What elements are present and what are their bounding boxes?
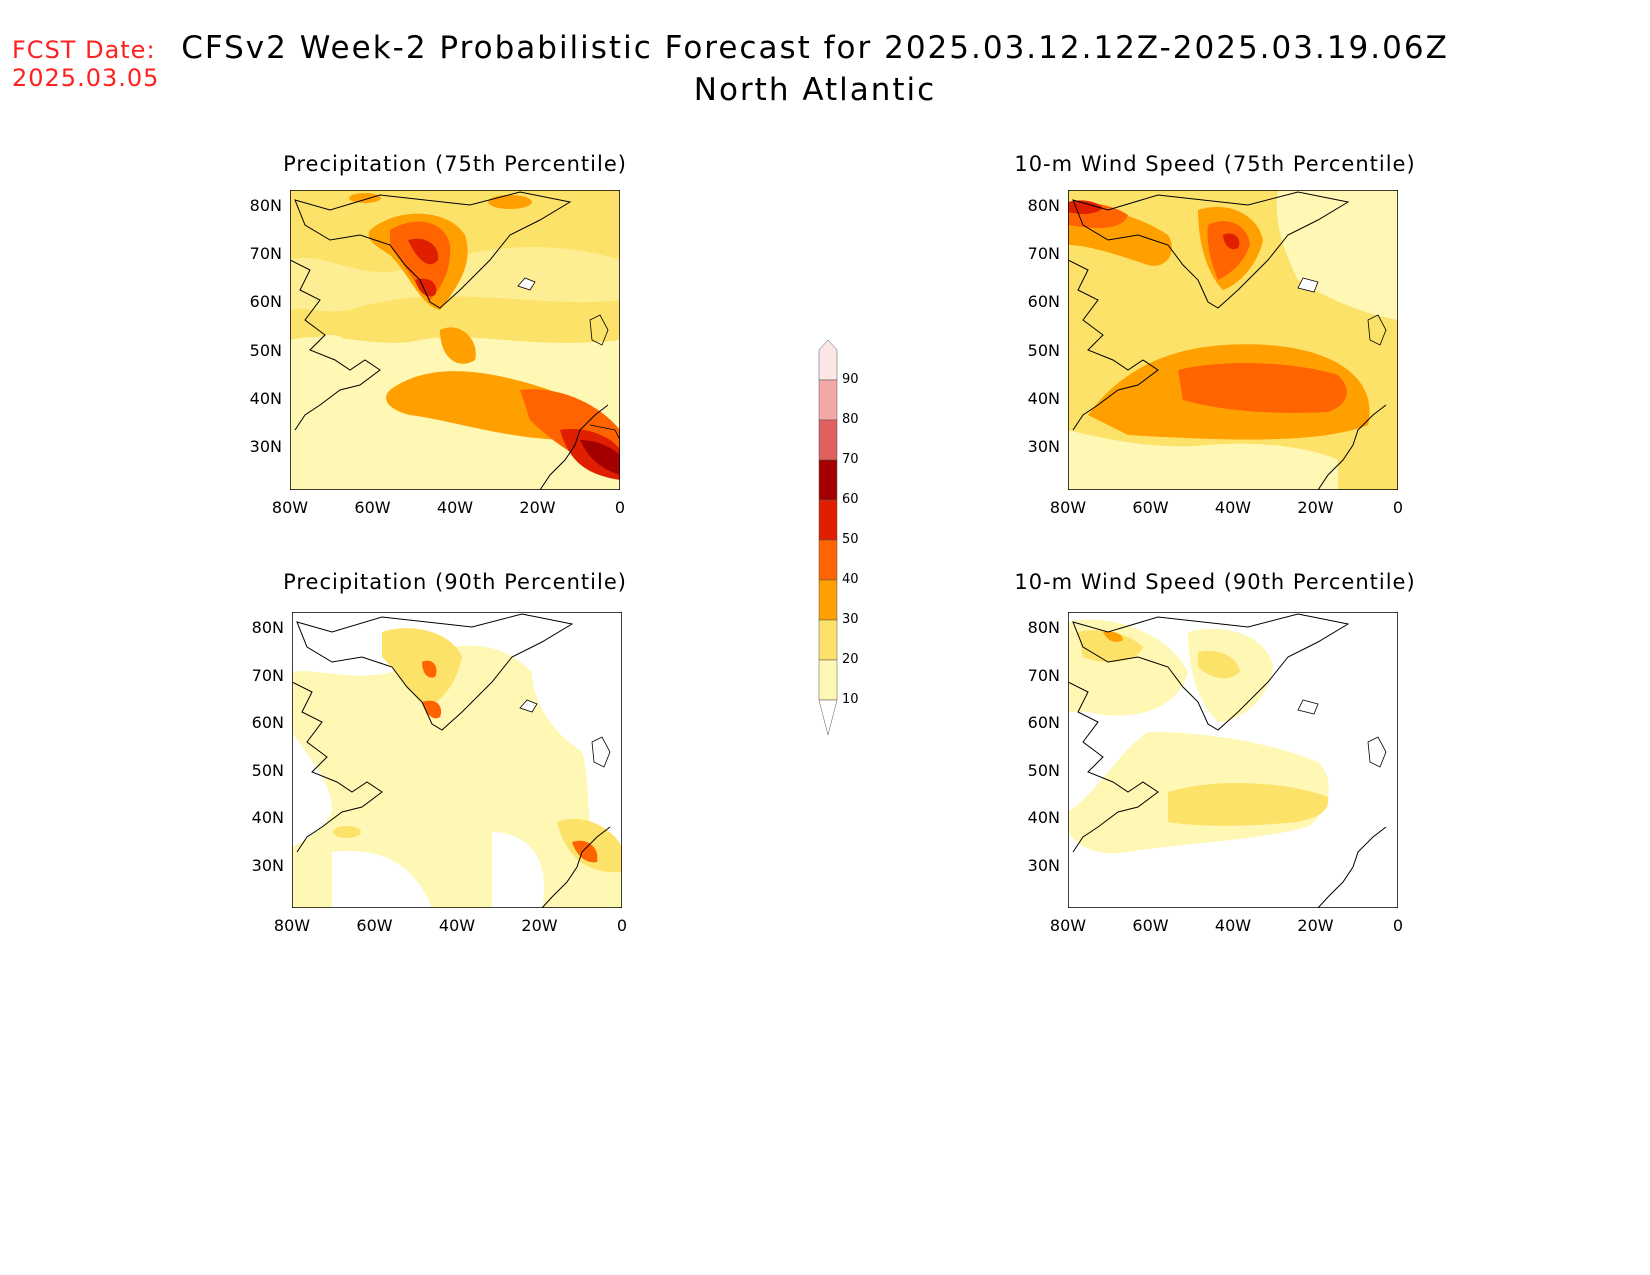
lat-label: 40N — [234, 808, 284, 827]
lat-label: 80N — [1010, 196, 1060, 215]
lon-label: 80W — [1043, 498, 1093, 517]
lon-label: 40W — [1208, 916, 1258, 935]
lon-label: 40W — [432, 916, 482, 935]
lat-label: 30N — [234, 856, 284, 875]
colorbar-label: 10 — [842, 692, 859, 707]
panel-title-precip-75: Precipitation (75th Percentile) — [245, 152, 665, 176]
colorbar-swatch — [819, 540, 837, 580]
lat-label: 70N — [234, 666, 284, 685]
lon-label: 80W — [1043, 916, 1093, 935]
lat-label: 60N — [1010, 713, 1060, 732]
lat-label: 80N — [234, 618, 284, 637]
lat-label: 50N — [232, 341, 282, 360]
lat-label: 40N — [1010, 389, 1060, 408]
panel-title-wind-75: 10-m Wind Speed (75th Percentile) — [1005, 152, 1425, 176]
lon-label: 60W — [350, 916, 400, 935]
colorbar-label: 70 — [842, 452, 859, 467]
main-title: CFSv2 Week-2 Probabilistic Forecast for … — [0, 30, 1640, 66]
map-precip-75 — [290, 190, 620, 490]
lat-label: 50N — [234, 761, 284, 780]
lon-label: 0 — [1373, 498, 1423, 517]
lon-label: 60W — [1126, 916, 1176, 935]
lon-label: 80W — [265, 498, 315, 517]
colorbar-swatch — [819, 700, 837, 735]
lon-label: 0 — [597, 916, 647, 935]
lat-label: 60N — [232, 292, 282, 311]
colorbar — [805, 335, 845, 745]
lat-label: 70N — [1010, 666, 1060, 685]
lat-label: 40N — [1010, 808, 1060, 827]
lon-label: 20W — [513, 498, 563, 517]
lat-label: 80N — [232, 196, 282, 215]
lat-label: 60N — [234, 713, 284, 732]
colorbar-label: 90 — [842, 372, 859, 387]
lon-label: 20W — [515, 916, 565, 935]
lon-label: 80W — [267, 916, 317, 935]
colorbar-swatch — [819, 660, 837, 700]
lon-label: 60W — [1126, 498, 1176, 517]
lat-label: 30N — [1010, 856, 1060, 875]
colorbar-swatch — [819, 340, 837, 380]
lon-label: 40W — [1208, 498, 1258, 517]
colorbar-swatch — [819, 460, 837, 500]
lat-label: 60N — [1010, 292, 1060, 311]
colorbar-swatch — [819, 380, 837, 420]
lat-label: 80N — [1010, 618, 1060, 637]
lat-label: 70N — [232, 244, 282, 263]
lon-label: 20W — [1291, 498, 1341, 517]
lon-label: 60W — [348, 498, 398, 517]
lat-label: 30N — [232, 437, 282, 456]
colorbar-label: 40 — [842, 572, 859, 587]
colorbar-swatch — [819, 580, 837, 620]
lat-label: 40N — [232, 389, 282, 408]
colorbar-swatch — [819, 500, 837, 540]
lat-label: 50N — [1010, 341, 1060, 360]
map-wind-90 — [1068, 612, 1398, 908]
map-precip-90 — [292, 612, 622, 908]
colorbar-label: 30 — [842, 612, 859, 627]
colorbar-label: 80 — [842, 412, 859, 427]
lon-label: 20W — [1291, 916, 1341, 935]
lon-label: 0 — [595, 498, 645, 517]
colorbar-swatch — [819, 620, 837, 660]
colorbar-label: 20 — [842, 652, 859, 667]
lat-label: 70N — [1010, 244, 1060, 263]
colorbar-label: 60 — [842, 492, 859, 507]
lat-label: 30N — [1010, 437, 1060, 456]
colorbar-label: 50 — [842, 532, 859, 547]
colorbar-swatch — [819, 420, 837, 460]
panel-title-wind-90: 10-m Wind Speed (90th Percentile) — [1005, 570, 1425, 594]
lon-label: 40W — [430, 498, 480, 517]
lat-label: 50N — [1010, 761, 1060, 780]
panel-title-precip-90: Precipitation (90th Percentile) — [245, 570, 665, 594]
region-subtitle: North Atlantic — [0, 72, 1640, 108]
lon-label: 0 — [1373, 916, 1423, 935]
map-wind-75 — [1068, 190, 1398, 490]
